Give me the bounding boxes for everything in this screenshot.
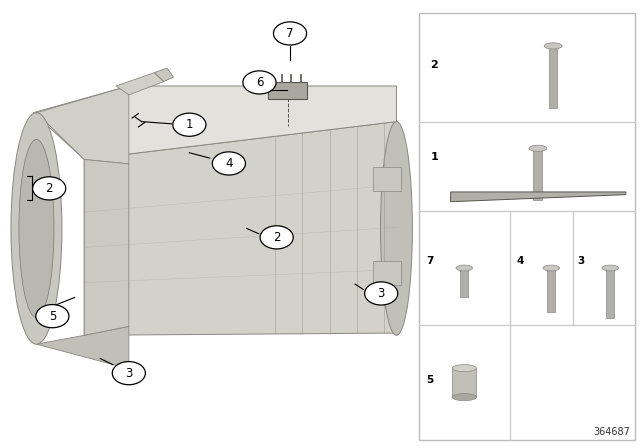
Text: 3: 3 (125, 366, 132, 379)
Ellipse shape (456, 265, 472, 271)
Text: 7: 7 (286, 27, 294, 40)
Polygon shape (451, 192, 626, 202)
FancyBboxPatch shape (373, 168, 401, 191)
Ellipse shape (452, 393, 476, 401)
Circle shape (112, 362, 145, 385)
Circle shape (173, 113, 206, 136)
Polygon shape (84, 121, 396, 335)
Text: 5: 5 (426, 375, 434, 385)
FancyBboxPatch shape (373, 261, 401, 285)
Bar (419, 13, 636, 440)
Polygon shape (154, 68, 173, 82)
Bar (548, 46, 557, 108)
Circle shape (212, 152, 246, 175)
Ellipse shape (544, 43, 562, 49)
Text: 6: 6 (256, 76, 263, 89)
Text: 2: 2 (45, 182, 53, 195)
Text: 3: 3 (578, 256, 585, 266)
Ellipse shape (602, 265, 619, 271)
Circle shape (33, 177, 66, 200)
Ellipse shape (381, 121, 412, 335)
Polygon shape (116, 73, 164, 95)
Bar (534, 148, 541, 199)
Text: 2: 2 (273, 231, 280, 244)
Polygon shape (33, 86, 396, 159)
Ellipse shape (543, 265, 559, 271)
Ellipse shape (529, 145, 547, 151)
Text: 5: 5 (49, 310, 56, 323)
Bar (547, 268, 555, 313)
Text: 1: 1 (430, 152, 438, 162)
Polygon shape (84, 159, 129, 335)
Bar (607, 268, 614, 318)
Text: 2: 2 (430, 60, 438, 70)
Bar (452, 368, 476, 397)
Circle shape (36, 305, 69, 328)
Circle shape (365, 282, 397, 305)
Circle shape (243, 71, 276, 94)
Ellipse shape (19, 139, 54, 318)
Ellipse shape (452, 365, 476, 372)
Polygon shape (36, 86, 129, 164)
Circle shape (273, 22, 307, 45)
Text: 1: 1 (186, 118, 193, 131)
FancyBboxPatch shape (268, 82, 307, 99)
Text: 364687: 364687 (593, 427, 630, 437)
Text: 7: 7 (426, 256, 434, 266)
Text: 4: 4 (225, 157, 232, 170)
Ellipse shape (11, 113, 62, 344)
Bar (460, 268, 468, 297)
Circle shape (260, 226, 293, 249)
Polygon shape (36, 327, 129, 369)
Text: 4: 4 (516, 256, 524, 266)
Text: 3: 3 (378, 287, 385, 300)
